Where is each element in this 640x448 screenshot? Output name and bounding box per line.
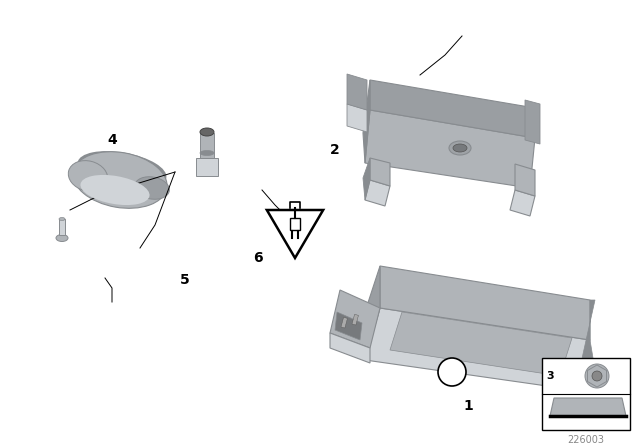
Polygon shape: [200, 133, 214, 158]
Polygon shape: [363, 158, 370, 200]
Polygon shape: [575, 300, 595, 390]
Ellipse shape: [73, 152, 167, 208]
Polygon shape: [370, 158, 390, 186]
Ellipse shape: [200, 151, 214, 155]
Polygon shape: [335, 312, 362, 340]
Polygon shape: [370, 80, 535, 138]
Polygon shape: [510, 190, 535, 216]
Ellipse shape: [81, 175, 150, 205]
Polygon shape: [347, 104, 367, 132]
Bar: [59, 219, 65, 235]
Text: 3: 3: [546, 371, 554, 381]
Polygon shape: [330, 333, 370, 363]
Ellipse shape: [59, 217, 65, 220]
Ellipse shape: [56, 234, 68, 241]
Polygon shape: [515, 164, 535, 196]
Text: 2: 2: [330, 143, 340, 157]
Bar: [341, 317, 348, 328]
Polygon shape: [196, 158, 218, 176]
Polygon shape: [363, 266, 380, 360]
Polygon shape: [550, 398, 626, 416]
Text: 3: 3: [447, 365, 457, 379]
Circle shape: [438, 358, 466, 386]
Ellipse shape: [77, 151, 166, 189]
Text: 1: 1: [463, 399, 473, 413]
Polygon shape: [365, 110, 535, 188]
Text: 6: 6: [253, 251, 263, 265]
Polygon shape: [365, 180, 390, 206]
Polygon shape: [525, 100, 540, 144]
Polygon shape: [267, 210, 323, 258]
Ellipse shape: [200, 128, 214, 136]
Text: 5: 5: [180, 273, 190, 287]
Text: 226003: 226003: [568, 435, 605, 445]
Polygon shape: [365, 308, 590, 390]
Ellipse shape: [68, 161, 108, 191]
Ellipse shape: [449, 141, 471, 155]
Polygon shape: [380, 266, 590, 340]
Bar: [542, 358, 630, 430]
Text: 4: 4: [107, 133, 117, 147]
Polygon shape: [363, 80, 370, 163]
Circle shape: [585, 364, 609, 388]
Polygon shape: [330, 290, 380, 348]
Ellipse shape: [453, 144, 467, 152]
Bar: [290, 218, 300, 230]
Polygon shape: [390, 312, 572, 376]
Bar: [352, 314, 358, 325]
Circle shape: [592, 371, 602, 381]
Ellipse shape: [134, 177, 170, 199]
Polygon shape: [347, 74, 367, 110]
